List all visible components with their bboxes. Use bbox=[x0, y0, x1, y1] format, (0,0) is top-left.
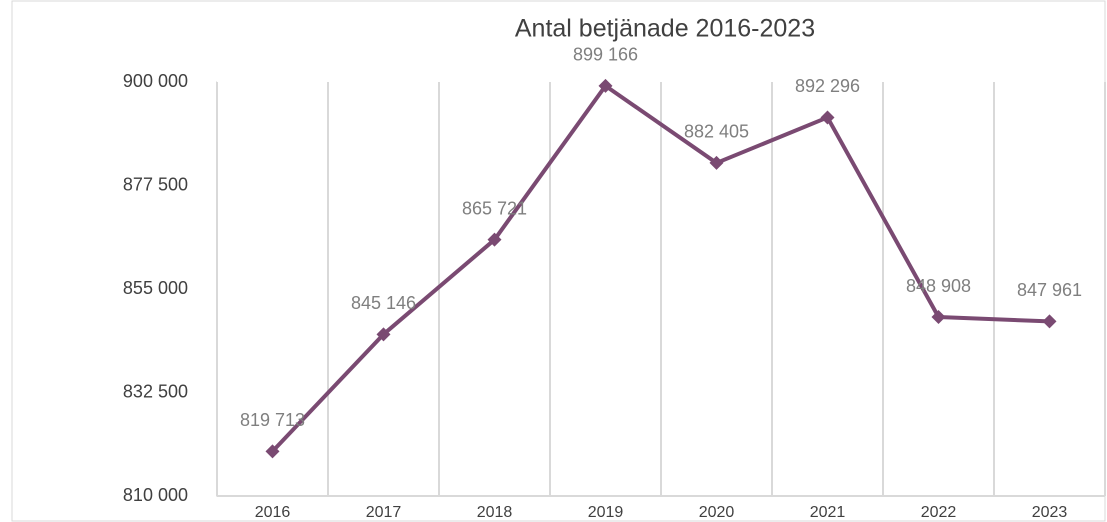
x-tick-label: 2022 bbox=[921, 504, 957, 521]
x-tick-label: 2023 bbox=[1032, 504, 1068, 521]
data-point bbox=[1042, 314, 1057, 329]
data-label: 847 961 bbox=[1017, 280, 1082, 300]
data-label: 882 405 bbox=[684, 122, 749, 142]
data-point bbox=[820, 110, 835, 125]
data-point bbox=[376, 327, 391, 342]
data-label: 819 713 bbox=[240, 410, 305, 430]
data-label: 899 166 bbox=[573, 45, 638, 65]
chart-title: Antal betjänade 2016-2023 bbox=[515, 15, 815, 43]
data-label: 845 146 bbox=[351, 293, 416, 313]
data-point bbox=[265, 444, 280, 459]
data-line bbox=[271, 83, 1050, 453]
y-tick-label: 877 500 bbox=[123, 174, 188, 194]
data-point bbox=[931, 310, 946, 325]
x-tick-label: 2016 bbox=[255, 504, 291, 521]
x-tick-label: 2021 bbox=[810, 504, 846, 521]
y-tick-label: 900 000 bbox=[123, 71, 188, 91]
y-tick-label: 832 500 bbox=[123, 381, 188, 401]
y-tick-label: 810 000 bbox=[123, 485, 188, 505]
x-tick-label: 2017 bbox=[366, 504, 402, 521]
x-tick-label: 2020 bbox=[699, 504, 735, 521]
data-point bbox=[598, 78, 613, 93]
y-tick-label: 855 000 bbox=[123, 278, 188, 298]
data-label: 865 721 bbox=[462, 198, 527, 218]
data-label: 848 908 bbox=[906, 276, 971, 296]
data-label: 892 296 bbox=[795, 76, 860, 96]
x-tick-label: 2019 bbox=[588, 504, 624, 521]
data-point bbox=[709, 155, 724, 170]
x-tick-label: 2018 bbox=[477, 504, 513, 521]
data-point bbox=[487, 232, 502, 247]
